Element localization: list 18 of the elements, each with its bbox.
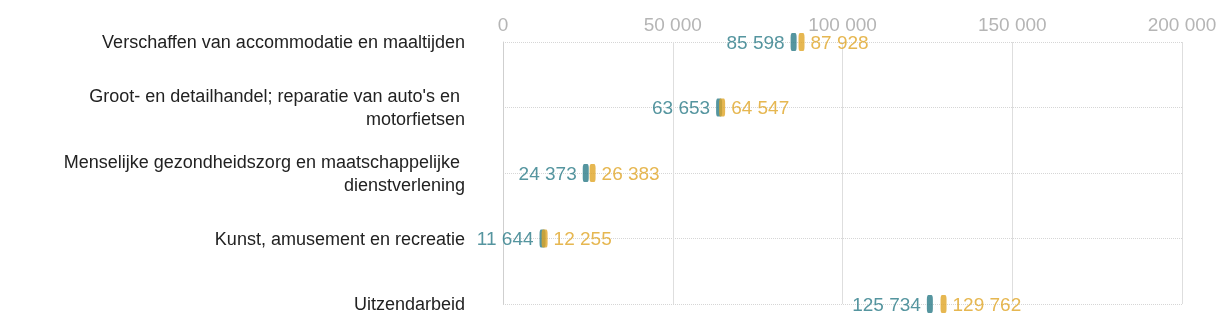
data-label: 85 598 [726, 31, 785, 53]
data-label: 129 762 [952, 293, 1022, 315]
x-tick-label: 50 000 [643, 14, 702, 35]
x-tick-label: 0 [497, 14, 509, 35]
data-label: 63 653 [651, 97, 711, 118]
data-label: 125 734 [852, 293, 922, 315]
y-tick-label: Kunst, amusement en recreatie [214, 228, 465, 249]
data-label: 64 547 [731, 97, 790, 118]
y-tick-label: Groot- en detailhandel; reparatie van auto's en motorfietsen [89, 86, 465, 129]
y-tick-label: Uitzendarbeid [353, 294, 465, 314]
x-tick-label: 150 000 [977, 14, 1047, 35]
data-label: 26 383 [601, 162, 660, 184]
data-label: 11 644 [476, 228, 534, 249]
y-tick-label: Menselijke gezondheidszorg en maatschappelijke dienstverlening [63, 151, 465, 195]
data-label: 24 373 [518, 162, 577, 184]
y-tick-label: Verschaffen van accommodatie en maaltijden [102, 32, 465, 52]
x-tick-label: 200 000 [1147, 14, 1217, 35]
data-label: 12 255 [553, 228, 612, 249]
